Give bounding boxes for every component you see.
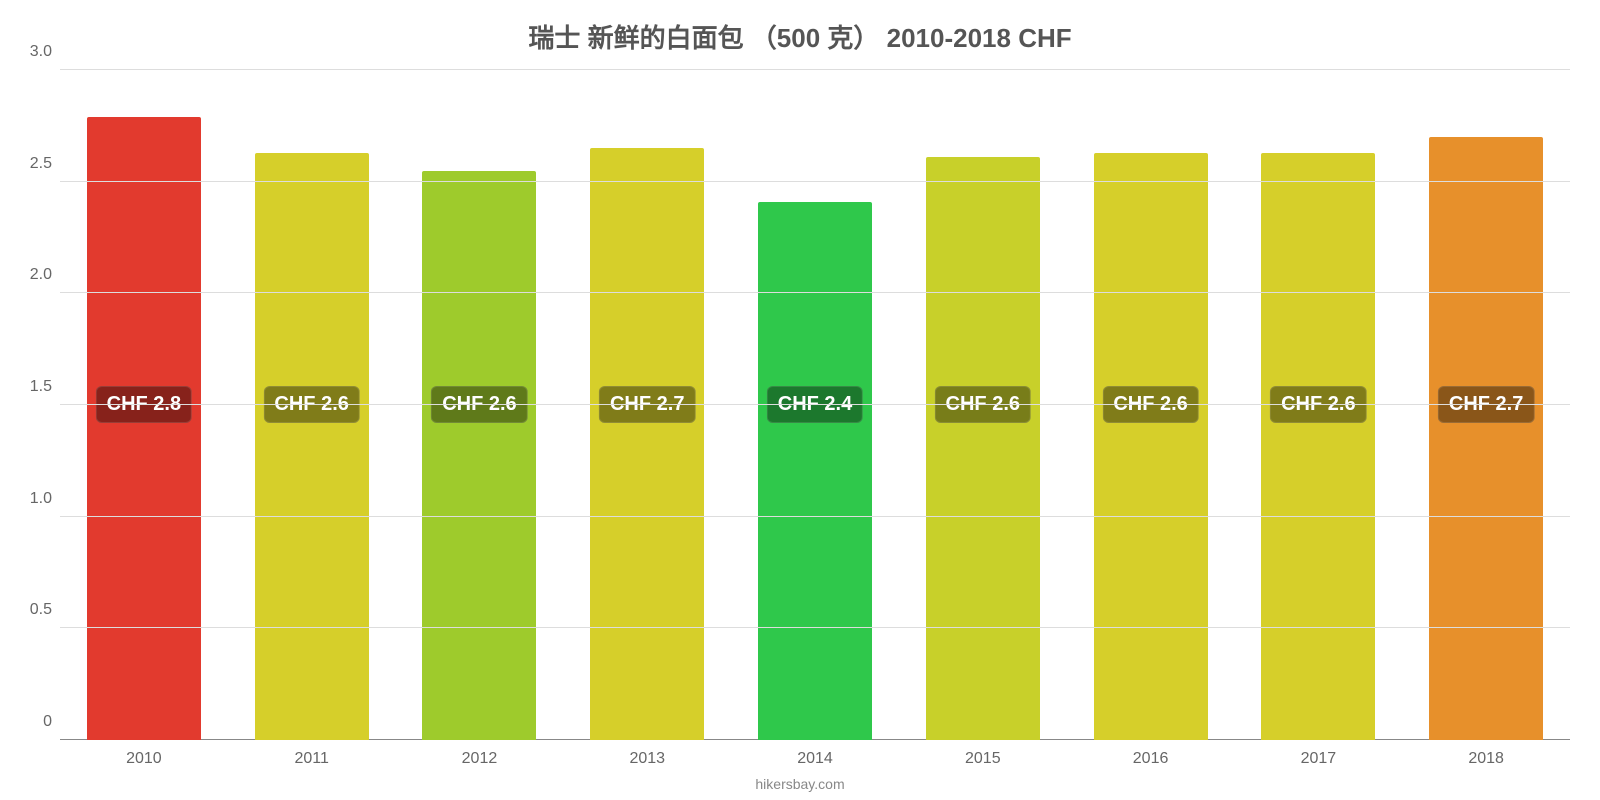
y-axis-label: 0.5 bbox=[30, 601, 60, 619]
bar: CHF 2.6 bbox=[1094, 153, 1208, 740]
bar: CHF 2.7 bbox=[590, 148, 704, 740]
x-axis-label: 2016 bbox=[1133, 750, 1169, 768]
y-axis-label: 2.5 bbox=[30, 155, 60, 173]
gridline bbox=[60, 516, 1570, 517]
gridline bbox=[60, 292, 1570, 293]
plot-area: CHF 2.82010CHF 2.62011CHF 2.62012CHF 2.7… bbox=[60, 70, 1570, 740]
bar: CHF 2.6 bbox=[422, 171, 536, 741]
bar: CHF 2.4 bbox=[758, 202, 872, 740]
gridline bbox=[60, 69, 1570, 70]
y-axis-label: 2.0 bbox=[30, 266, 60, 284]
bar-slot: CHF 2.72013 bbox=[563, 70, 731, 740]
y-axis-label: 1.5 bbox=[30, 378, 60, 396]
y-axis-label: 1.0 bbox=[30, 490, 60, 508]
x-axis-label: 2015 bbox=[965, 750, 1001, 768]
bar-slot: CHF 2.82010 bbox=[60, 70, 228, 740]
bar-slot: CHF 2.62012 bbox=[396, 70, 564, 740]
bar-slot: CHF 2.42014 bbox=[731, 70, 899, 740]
x-axis-label: 2011 bbox=[294, 750, 328, 768]
bar-slot: CHF 2.72018 bbox=[1402, 70, 1570, 740]
x-axis-label: 2012 bbox=[462, 750, 498, 768]
bar: CHF 2.8 bbox=[87, 117, 201, 740]
x-axis-label: 2018 bbox=[1468, 750, 1504, 768]
y-axis-label: 0 bbox=[43, 713, 60, 731]
bar-slot: CHF 2.62015 bbox=[899, 70, 1067, 740]
bar-slot: CHF 2.62017 bbox=[1234, 70, 1402, 740]
x-axis-label: 2017 bbox=[1301, 750, 1337, 768]
bar-chart: 瑞士 新鲜的白面包 （500 克） 2010-2018 CHF CHF 2.82… bbox=[0, 0, 1600, 800]
y-axis-label: 3.0 bbox=[30, 43, 60, 61]
bar: CHF 2.6 bbox=[255, 153, 369, 740]
bar: CHF 2.7 bbox=[1429, 137, 1543, 740]
x-axis-label: 2014 bbox=[797, 750, 833, 768]
gridline bbox=[60, 181, 1570, 182]
bar-slot: CHF 2.62016 bbox=[1067, 70, 1235, 740]
x-axis-label: 2013 bbox=[629, 750, 665, 768]
gridline bbox=[60, 627, 1570, 628]
bar: CHF 2.6 bbox=[926, 157, 1040, 740]
bar: CHF 2.6 bbox=[1261, 153, 1375, 740]
bar-slot: CHF 2.62011 bbox=[228, 70, 396, 740]
x-axis-label: 2010 bbox=[126, 750, 162, 768]
gridline bbox=[60, 404, 1570, 405]
credit-text: hikersbay.com bbox=[0, 776, 1600, 792]
bars-container: CHF 2.82010CHF 2.62011CHF 2.62012CHF 2.7… bbox=[60, 70, 1570, 740]
chart-title: 瑞士 新鲜的白面包 （500 克） 2010-2018 CHF bbox=[0, 18, 1600, 55]
